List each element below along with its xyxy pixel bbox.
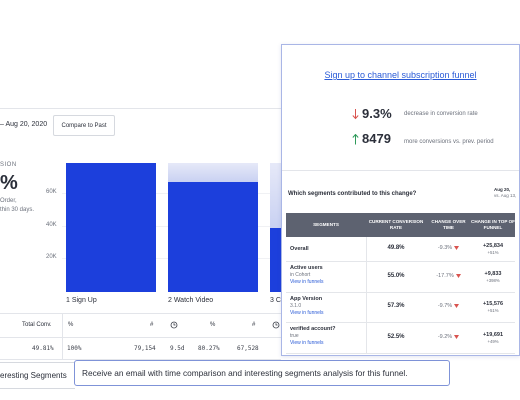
- top-change: +25,834: [482, 243, 504, 249]
- column-icon: %: [68, 322, 74, 328]
- segments-tab[interactable]: eresting Segments: [0, 362, 75, 389]
- panel-title[interactable]: Sign up to channel subscription funnel: [324, 70, 477, 80]
- toolbar-divider: [0, 108, 281, 109]
- cell: 100%: [67, 345, 82, 352]
- divider: [282, 170, 519, 171]
- funnel-link[interactable]: View in funnels: [290, 279, 324, 285]
- change-value: -9.3%: [437, 245, 453, 251]
- conversion-rate: 57.3%: [387, 303, 405, 309]
- date-range[interactable]: – Aug 20, 2020: [0, 121, 48, 128]
- email-banner[interactable]: Receive an email with time comparison an…: [74, 360, 450, 386]
- cell: 9.5d: [170, 345, 185, 352]
- funnel-bar-dropoff[interactable]: [168, 163, 258, 182]
- cell: 80.27%: [198, 345, 220, 352]
- segment-row: Overall 49.8% -9.3% +25,834 +51%: [286, 237, 515, 262]
- cell: 67,528: [237, 345, 259, 352]
- step-label: 2 Watch Video: [168, 297, 214, 304]
- segment-detail: 3.1.0: [290, 303, 302, 309]
- description: thin 30 days.: [0, 207, 35, 213]
- clock-icon: [272, 321, 280, 329]
- date: Aug 20,: [494, 187, 511, 192]
- change-value: -9.7%: [437, 303, 453, 309]
- clock-icon: [170, 321, 178, 329]
- table-divider: [0, 337, 281, 338]
- top-change: +19,691: [482, 331, 504, 338]
- column-header: CHANGE OVER TIME: [431, 219, 466, 230]
- question: Which segments contributed to this chang…: [288, 191, 417, 197]
- table-header: SEGMENTS CURRENT CONVERSION RATE CHANGE OV…: [286, 213, 515, 237]
- up-arrow: [352, 134, 359, 145]
- top-change-pct: +398%: [486, 277, 500, 283]
- y-label: 60K: [46, 189, 57, 195]
- change-value: -17.7%: [436, 272, 454, 279]
- down-triangle: [454, 334, 460, 339]
- top-change: +15,576: [482, 301, 504, 307]
- row-divider: [366, 261, 367, 292]
- column-icon: #: [252, 322, 256, 328]
- top-change-pct: +51%: [487, 308, 499, 313]
- conversion-rate: 52.5%: [387, 333, 405, 340]
- segment-row: verified account? true View in funnels 52.5…: [286, 322, 515, 354]
- y-label: 40K: [46, 222, 57, 228]
- funnel-bar[interactable]: [270, 228, 281, 292]
- row-divider: [366, 322, 367, 353]
- funnel-bar[interactable]: [168, 182, 258, 292]
- down-triangle: [454, 304, 460, 308]
- funnel-link[interactable]: View in funnels: [290, 340, 324, 346]
- change-cell: -17.7%: [426, 273, 471, 279]
- conversion-rate: 49.8%: [387, 245, 405, 251]
- date-compare: vs. Aug 13,: [494, 193, 517, 198]
- increase-value: 8479: [362, 131, 391, 146]
- segment-name: Active users: [290, 265, 323, 271]
- total-value: 49.81%: [32, 345, 54, 352]
- description: Order,: [0, 198, 17, 204]
- column-header: SEGMENTS: [313, 222, 339, 228]
- down-arrow: [352, 109, 359, 120]
- change-cell: -9.7%: [426, 303, 471, 309]
- segment-detail: in Cohort: [290, 272, 311, 278]
- table-divider: [0, 313, 281, 314]
- segment-row: App Version 3.1.0 View in funnels 57.3% -9.7…: [286, 292, 515, 323]
- decrease-value: 9.3%: [362, 106, 392, 121]
- top-change-pct: +51%: [487, 250, 499, 255]
- change-cell: -9.3%: [426, 245, 471, 251]
- segment-row: Active users in Cohort View in funnels 55.0…: [286, 261, 515, 293]
- segment-name: App Version: [290, 296, 323, 302]
- row-divider: [366, 237, 367, 261]
- funnel-bar[interactable]: [66, 163, 156, 292]
- down-triangle: [455, 273, 461, 278]
- summary-panel: Sign up to channel subscription funnel 9…: [281, 44, 520, 356]
- table-divider: [0, 359, 281, 360]
- decrease-text: decrease in conversion rate: [404, 111, 478, 117]
- top-change-pct: +49%: [487, 338, 499, 344]
- segment-detail: true: [290, 333, 299, 339]
- step-label: 3 C: [270, 297, 281, 304]
- increase-text: more conversions vs. prev. period: [404, 139, 494, 145]
- conversion-rate: 55.0%: [387, 272, 405, 279]
- column-header: CURRENT CONVERSION RATE: [368, 219, 424, 230]
- column-icon: #: [150, 322, 154, 328]
- funnel-link[interactable]: View in funnels: [290, 310, 324, 316]
- y-label: 20K: [46, 254, 57, 260]
- funnel-bar-dropoff[interactable]: [270, 163, 281, 228]
- change-value: -9.2%: [437, 333, 453, 340]
- top-change: +9,833: [484, 270, 502, 277]
- change-cell: -9.2%: [426, 334, 471, 340]
- down-triangle: [454, 246, 460, 250]
- column-header: CHANGE IN TOP OF FUNNEL: [471, 219, 515, 230]
- row-divider: [366, 292, 367, 322]
- metric-value: %: [0, 172, 18, 194]
- table-divider: [62, 313, 63, 359]
- column-header: Total Conv.: [22, 322, 52, 328]
- compare-button[interactable]: Compare to Past: [53, 115, 115, 136]
- segment-name: verified account?: [290, 326, 336, 332]
- column-icon: %: [210, 322, 216, 328]
- segment-name: Overall: [290, 246, 309, 252]
- step-label: 1 Sign Up: [66, 297, 97, 304]
- cell: 79,154: [134, 345, 156, 352]
- metric-label: SION: [0, 162, 17, 168]
